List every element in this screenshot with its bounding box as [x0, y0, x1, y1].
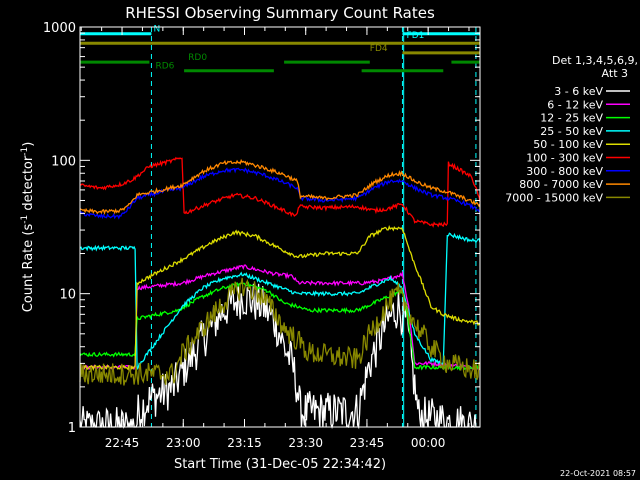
- flag-3: FD4: [370, 44, 480, 55]
- y-axis-label-sup1: -1: [20, 215, 30, 224]
- flag-label-1: FD1: [407, 31, 425, 41]
- legend-label-6: 300 - 800 keV: [526, 165, 603, 178]
- y-axis-label-mid: detector: [21, 155, 36, 215]
- timestamp: 22-Oct-2021 08:57: [560, 469, 636, 478]
- flag-label-4: RD0: [188, 53, 207, 63]
- legend-label-4: 50 - 100 keV: [533, 138, 603, 151]
- legend-label-0: 3 - 6 keV: [554, 85, 603, 98]
- y-axis-label-sup2: -1: [20, 147, 30, 156]
- x-axis-label: Start Time (31-Dec-05 22:34:42): [174, 457, 386, 472]
- series-2: [79, 281, 481, 371]
- series-line-0: [79, 283, 480, 430]
- legend-label-5: 100 - 300 keV: [526, 152, 603, 165]
- chart-title: RHESSI Observing Summary Count Rates: [125, 4, 435, 22]
- y-tick-label-1: 10: [59, 288, 76, 303]
- y-tick-label-3: 1000: [43, 21, 76, 36]
- series-1: [79, 264, 481, 371]
- legend-header-1: Det 1,3,4,5,6,9,: [552, 54, 638, 67]
- legend-label-2: 12 - 25 keV: [540, 112, 603, 125]
- x-tick-label-0: 22:45: [105, 436, 140, 450]
- legend-label-7: 800 - 7000 keV: [519, 178, 603, 191]
- flag-0: N: [80, 25, 160, 36]
- y-axis-label: Count Rate (s-1 detector-1): [20, 142, 36, 313]
- plot-frame: [79, 26, 481, 428]
- series-line-7: [79, 158, 481, 215]
- flag-label-5: RD6: [156, 62, 175, 72]
- x-tick-label-4: 23:45: [350, 436, 385, 450]
- x-tick-label-1: 23:00: [166, 436, 201, 450]
- series-3: [79, 232, 481, 371]
- series-line-4: [79, 225, 481, 372]
- y-tick-label-2: 100: [51, 154, 76, 169]
- y-axis: 1 10 100 1000: [43, 21, 480, 436]
- y-axis-label-prefix: Count Rate (s: [21, 224, 36, 313]
- series-line-2: [79, 281, 481, 371]
- flag-4: RD0: [80, 53, 480, 64]
- x-tick-label-3: 23:30: [288, 436, 323, 450]
- series-line-3: [79, 232, 481, 371]
- y-tick-label-0: 1: [68, 421, 76, 436]
- flag-label-3: FD4: [370, 44, 388, 54]
- series-8: [79, 277, 481, 386]
- series-5: [79, 156, 481, 228]
- x-tick-label-5: 00:00: [411, 436, 446, 450]
- series-7: [79, 158, 481, 215]
- flag-1: FD1: [402, 31, 480, 41]
- legend-label-1: 6 - 12 keV: [547, 98, 603, 111]
- legend-label-3: 25 - 50 keV: [540, 125, 603, 138]
- plot-area: N FD1 FD4 RD0 RD6: [79, 25, 481, 430]
- y-axis-label-suffix: ): [21, 142, 36, 147]
- flag-label-0: N: [153, 25, 160, 35]
- series-line-1: [79, 264, 481, 371]
- flag-5: RD6: [156, 62, 444, 73]
- series-0: [79, 283, 480, 430]
- legend-header-2: Att 3: [602, 67, 628, 80]
- x-axis: 22:45 23:00 23:15 23:30 23:45 00:00: [80, 27, 470, 450]
- series-line-8: [79, 277, 481, 386]
- legend-label-8: 7000 - 15000 keV: [505, 191, 603, 204]
- series-4: [79, 225, 481, 372]
- x-tick-label-2: 23:15: [227, 436, 262, 450]
- series-line-5: [79, 156, 481, 228]
